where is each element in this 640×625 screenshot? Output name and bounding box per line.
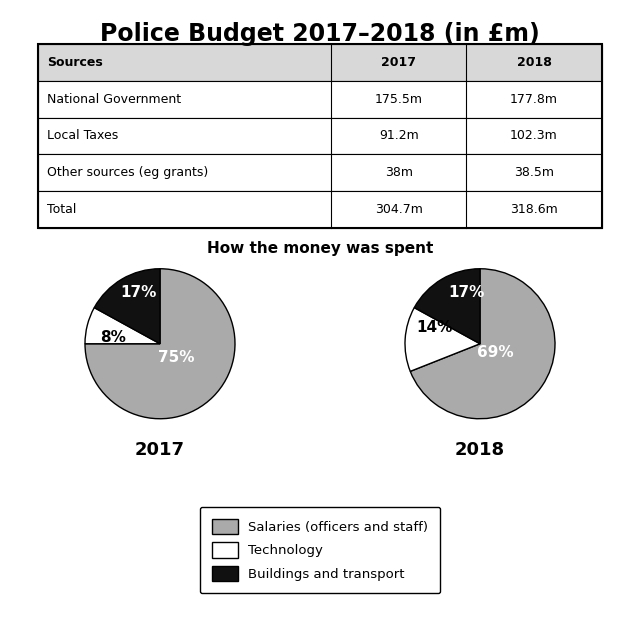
Text: 69%: 69% — [477, 345, 513, 360]
Legend: Salaries (officers and staff), Technology, Buildings and transport: Salaries (officers and staff), Technolog… — [200, 507, 440, 593]
Bar — [38, 44, 602, 81]
Wedge shape — [94, 269, 160, 344]
Text: 38.5m: 38.5m — [514, 166, 554, 179]
Text: 38m: 38m — [385, 166, 413, 179]
Bar — [38, 154, 602, 191]
Text: 17%: 17% — [448, 285, 484, 300]
Text: How the money was spent: How the money was spent — [207, 241, 433, 256]
Bar — [38, 191, 602, 228]
Text: 2018: 2018 — [516, 56, 552, 69]
Text: Total: Total — [47, 203, 76, 216]
Text: 91.2m: 91.2m — [379, 129, 419, 142]
Text: 8%: 8% — [100, 330, 127, 345]
Wedge shape — [405, 308, 480, 371]
Text: 177.8m: 177.8m — [510, 92, 558, 106]
Wedge shape — [414, 269, 480, 344]
Text: 318.6m: 318.6m — [510, 203, 558, 216]
Text: 17%: 17% — [121, 285, 157, 300]
Bar — [38, 81, 602, 118]
Text: Local Taxes: Local Taxes — [47, 129, 118, 142]
Bar — [38, 118, 602, 154]
Text: 14%: 14% — [417, 320, 453, 335]
Wedge shape — [85, 269, 235, 419]
Text: 175.5m: 175.5m — [375, 92, 423, 106]
Text: 2017: 2017 — [381, 56, 417, 69]
Text: Police Budget 2017–2018 (in £m): Police Budget 2017–2018 (in £m) — [100, 22, 540, 46]
Text: Sources: Sources — [47, 56, 102, 69]
Text: 304.7m: 304.7m — [375, 203, 423, 216]
Wedge shape — [410, 269, 555, 419]
Text: National Government: National Government — [47, 92, 181, 106]
Text: 2018: 2018 — [455, 441, 505, 459]
Text: 2017: 2017 — [135, 441, 185, 459]
Text: 75%: 75% — [158, 350, 195, 365]
Text: Other sources (eg grants): Other sources (eg grants) — [47, 166, 208, 179]
Wedge shape — [85, 308, 160, 344]
Text: 102.3m: 102.3m — [510, 129, 558, 142]
